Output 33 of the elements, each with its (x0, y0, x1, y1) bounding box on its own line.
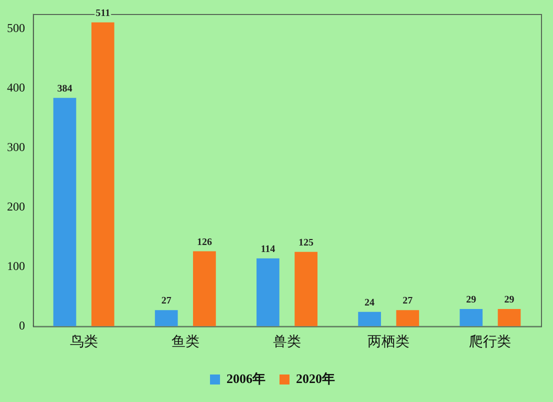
bar (294, 252, 318, 326)
bar (498, 308, 521, 326)
y-tick-label: 100 (7, 258, 25, 273)
y-tick-label: 500 (7, 21, 25, 36)
data-label: 126 (196, 236, 212, 248)
bar (91, 22, 114, 326)
x-tick-label: 兽类 (273, 334, 301, 350)
data-label: 511 (96, 8, 110, 19)
bar (460, 308, 483, 326)
bar (193, 251, 216, 326)
y-tick-label: 0 (19, 318, 25, 332)
y-tick-label: 200 (7, 199, 25, 214)
data-label: 27 (402, 296, 413, 307)
data-label: 27 (161, 296, 172, 307)
x-tick-label: 鸟类 (70, 334, 98, 350)
data-label: 29 (466, 294, 476, 306)
data-label: 125 (298, 237, 314, 248)
y-tick-label: 300 (7, 140, 25, 154)
data-label: 29 (504, 294, 514, 306)
x-tick-label: 鱼类 (171, 334, 200, 350)
bar (256, 258, 280, 326)
data-label: 24 (364, 298, 375, 309)
bar (396, 310, 420, 326)
bar (53, 98, 76, 326)
y-tick-label: 400 (7, 80, 25, 94)
bar (154, 310, 178, 326)
legend-label: 2006年 (226, 370, 266, 386)
x-tick-label: 两栖类 (368, 334, 410, 350)
bar (358, 312, 381, 326)
data-label: 114 (260, 244, 276, 255)
data-label: 384 (57, 83, 72, 94)
x-tick-label: 爬行类 (469, 334, 512, 350)
legend-label: 2020年 (296, 370, 335, 386)
